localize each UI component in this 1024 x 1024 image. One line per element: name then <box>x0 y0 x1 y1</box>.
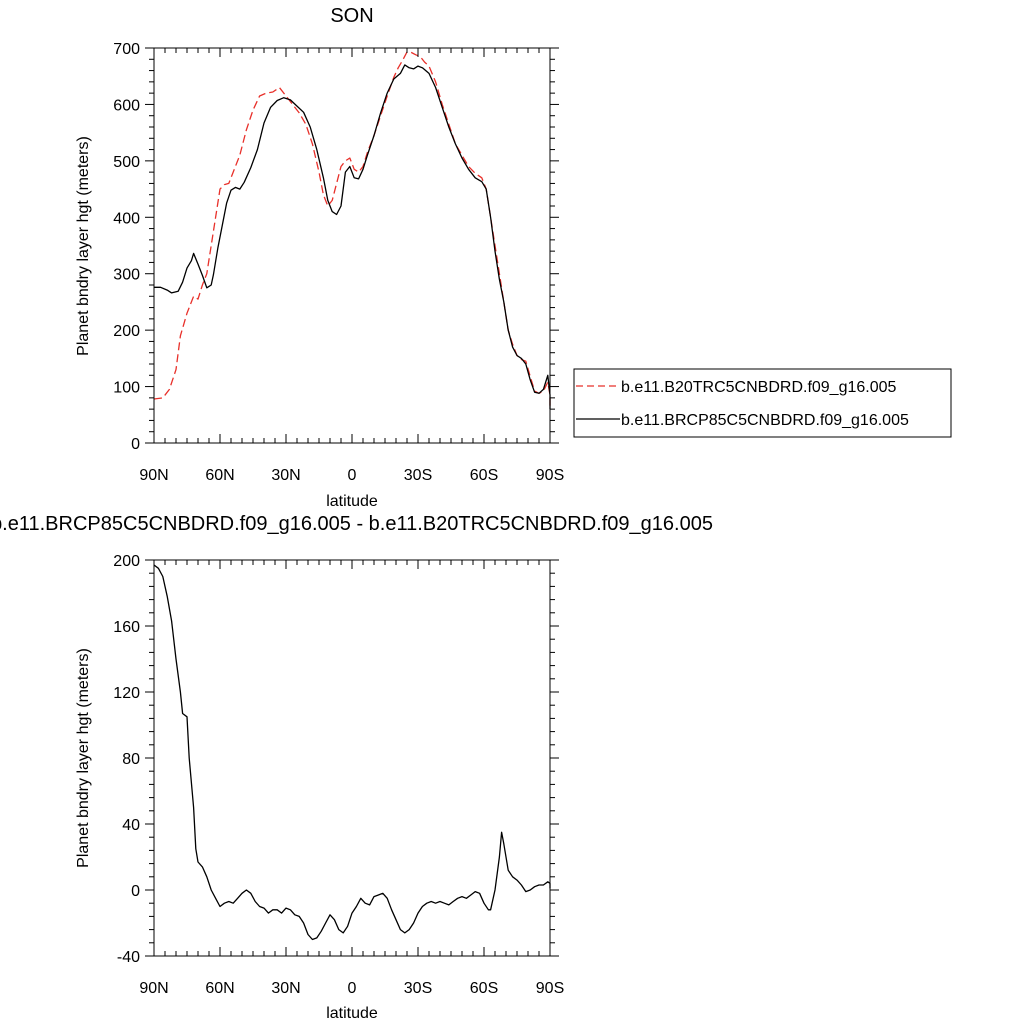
bottom-series-line-0 <box>153 564 551 941</box>
bottom-y-tick-label: 80 <box>122 751 140 768</box>
top-x-tick-label: 60N <box>205 467 234 484</box>
legend-box <box>573 368 952 438</box>
top-y-tick-label: 100 <box>113 380 140 397</box>
bottom-axis-ticks: 90N 60N 30N 0 30S 60S 90S -40 0 40 80 120 160 200 <box>113 553 564 997</box>
bottom-y-tick-label: 160 <box>113 619 140 636</box>
bottom-chart-title: b.e11.BRCP85C5CNBDRD.f09_g16.005 - b.e11… <box>0 513 713 535</box>
bottom-plot-frame <box>153 559 551 957</box>
bottom-x-tick-label: 30S <box>404 980 432 997</box>
top-x-tick-label: 30S <box>404 467 432 484</box>
top-x-tick-label: 0 <box>348 467 357 484</box>
top-y-tick-label: 400 <box>113 210 140 227</box>
top-chart-title: SON <box>330 5 373 27</box>
legend-label-historical: b.e11.B20TRC5CNBDRD.f09_g16.005 <box>621 379 897 396</box>
top-y-axis-label: Planet bndry layer hgt (meters) <box>75 136 92 356</box>
top-x-tick-label: 90N <box>139 467 168 484</box>
bottom-x-tick-label: 60S <box>470 980 498 997</box>
top-series-group <box>153 51 551 410</box>
top-x-axis-label: latitude <box>326 493 378 510</box>
bottom-y-tick-label: -40 <box>117 949 140 966</box>
top-y-tick-label: 300 <box>113 267 140 284</box>
top-series-line-0 <box>153 51 551 410</box>
bottom-x-tick-label: 90S <box>536 980 564 997</box>
top-series-line-1 <box>154 64 551 410</box>
bottom-x-tick-label: 0 <box>348 980 357 997</box>
top-y-tick-label: 200 <box>113 323 140 340</box>
bottom-x-tick-label: 30N <box>271 980 300 997</box>
top-axis-ticks: 90N 60N 30N 0 30S 60S 90S 0 100 200 300 400 500 600 70… <box>113 41 564 484</box>
top-plot-frame <box>153 47 551 444</box>
legend: b.e11.B20TRC5CNBDRD.f09_g16.005 b.e11.BR… <box>573 368 952 438</box>
bottom-x-tick-label: 60N <box>205 980 234 997</box>
top-x-tick-label: 60S <box>470 467 498 484</box>
bottom-x-tick-label: 90N <box>139 980 168 997</box>
top-y-tick-label: 600 <box>113 97 140 114</box>
top-x-tick-label: 30N <box>271 467 300 484</box>
bottom-y-tick-label: 40 <box>122 817 140 834</box>
bottom-y-tick-label: 120 <box>113 685 140 702</box>
top-y-tick-label: 700 <box>113 41 140 58</box>
bottom-chart-panel: b.e11.BRCP85C5CNBDRD.f09_g16.005 - b.e11… <box>0 513 713 1022</box>
bottom-y-tick-label: 200 <box>113 553 140 570</box>
bottom-series-group <box>153 564 551 941</box>
top-y-tick-label: 0 <box>131 436 140 453</box>
bottom-x-axis-label: latitude <box>326 1005 378 1022</box>
top-x-tick-label: 90S <box>536 467 564 484</box>
top-chart-panel: SON 90N 60N 30N 0 30S 60S 90S 0 100 200 300 400 500 6… <box>75 5 564 510</box>
bottom-y-axis-label: Planet bndry layer hgt (meters) <box>75 648 92 868</box>
legend-label-rcp85: b.e11.BRCP85C5CNBDRD.f09_g16.005 <box>621 412 909 429</box>
top-y-tick-label: 500 <box>113 154 140 171</box>
bottom-y-tick-label: 0 <box>131 883 140 900</box>
